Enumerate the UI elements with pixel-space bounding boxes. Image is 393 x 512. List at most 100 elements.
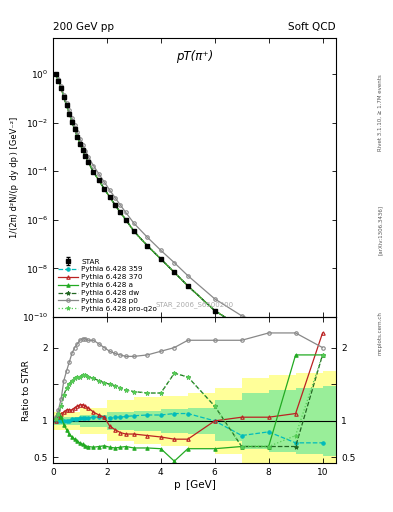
Pythia 6.428 359 xyxy=(266,335,271,342)
Pythia 6.428 dw xyxy=(266,335,271,342)
Pythia 6.428 pro-q2o xyxy=(56,77,61,83)
Pythia 6.428 370 xyxy=(158,256,163,262)
Pythia 6.428 pro-q2o xyxy=(72,126,77,132)
Pythia 6.428 pro-q2o xyxy=(320,357,325,363)
Pythia 6.428 dw xyxy=(80,147,85,153)
Pythia 6.428 pro-q2o xyxy=(61,94,66,100)
Pythia 6.428 p0 xyxy=(266,323,271,329)
Pythia 6.428 a xyxy=(56,77,61,83)
Pythia 6.428 359 xyxy=(72,126,77,132)
Pythia 6.428 a xyxy=(78,141,83,147)
Pythia 6.428 p0 xyxy=(172,260,177,266)
Pythia 6.428 pro-q2o xyxy=(212,308,217,314)
Pythia 6.428 359 xyxy=(53,71,58,77)
Pythia 6.428 pro-q2o xyxy=(113,202,118,208)
Pythia 6.428 a xyxy=(59,86,64,92)
Pythia 6.428 370 xyxy=(102,186,107,192)
Pythia 6.428 370 xyxy=(91,169,96,175)
Pythia 6.428 pro-q2o xyxy=(80,147,85,153)
Pythia 6.428 370 xyxy=(83,153,88,159)
Pythia 6.428 p0 xyxy=(86,154,90,160)
Text: pT(π⁺): pT(π⁺) xyxy=(176,50,213,62)
Pythia 6.428 dw xyxy=(239,325,244,331)
Pythia 6.428 a xyxy=(75,134,80,140)
Pythia 6.428 370 xyxy=(113,202,118,208)
Pythia 6.428 dw xyxy=(83,153,88,159)
Line: Pythia 6.428 359: Pythia 6.428 359 xyxy=(54,73,324,361)
Pythia 6.428 p0 xyxy=(61,92,66,98)
Pythia 6.428 dw xyxy=(320,357,325,363)
Pythia 6.428 p0 xyxy=(113,195,118,201)
Pythia 6.428 370 xyxy=(212,308,217,314)
Pythia 6.428 370 xyxy=(72,126,77,132)
Pythia 6.428 dw xyxy=(145,243,150,249)
Pythia 6.428 359 xyxy=(78,141,83,147)
Line: Pythia 6.428 p0: Pythia 6.428 p0 xyxy=(54,73,324,350)
Pythia 6.428 pro-q2o xyxy=(266,335,271,342)
Pythia 6.428 359 xyxy=(97,177,101,183)
Pythia 6.428 dw xyxy=(97,177,101,183)
Pythia 6.428 dw xyxy=(59,86,64,92)
Pythia 6.428 370 xyxy=(75,134,80,140)
Pythia 6.428 p0 xyxy=(75,130,80,136)
Pythia 6.428 370 xyxy=(64,102,69,109)
Pythia 6.428 370 xyxy=(185,283,190,289)
Pythia 6.428 370 xyxy=(67,111,72,117)
Pythia 6.428 359 xyxy=(64,102,69,109)
Pythia 6.428 359 xyxy=(185,283,190,289)
Pythia 6.428 pro-q2o xyxy=(123,217,128,223)
Pythia 6.428 359 xyxy=(102,186,107,192)
Pythia 6.428 359 xyxy=(123,217,128,223)
Pythia 6.428 p0 xyxy=(239,313,244,319)
Pythia 6.428 359 xyxy=(145,243,150,249)
Pythia 6.428 a xyxy=(113,202,118,208)
Pythia 6.428 370 xyxy=(97,177,101,183)
Pythia 6.428 pro-q2o xyxy=(91,169,96,175)
Pythia 6.428 370 xyxy=(61,94,66,100)
Pythia 6.428 dw xyxy=(64,102,69,109)
Text: mcplots.cern.ch: mcplots.cern.ch xyxy=(378,311,383,355)
Pythia 6.428 359 xyxy=(132,228,136,234)
Pythia 6.428 a xyxy=(107,194,112,200)
Pythia 6.428 pro-q2o xyxy=(102,186,107,192)
Pythia 6.428 dw xyxy=(185,283,190,289)
Pythia 6.428 370 xyxy=(86,159,90,165)
Pythia 6.428 a xyxy=(67,111,72,117)
Pythia 6.428 359 xyxy=(59,86,64,92)
Pythia 6.428 370 xyxy=(56,77,61,83)
Pythia 6.428 dw xyxy=(212,308,217,314)
Pythia 6.428 p0 xyxy=(132,220,136,226)
Pythia 6.428 p0 xyxy=(97,171,101,177)
Pythia 6.428 370 xyxy=(320,357,325,363)
Pythia 6.428 p0 xyxy=(123,209,128,216)
Pythia 6.428 a xyxy=(91,169,96,175)
Pythia 6.428 p0 xyxy=(83,147,88,154)
Text: Soft QCD: Soft QCD xyxy=(288,22,336,32)
Pythia 6.428 a xyxy=(145,243,150,249)
Pythia 6.428 a xyxy=(97,177,101,183)
Pythia 6.428 359 xyxy=(61,94,66,100)
Text: [arXiv:1306.3436]: [arXiv:1306.3436] xyxy=(378,205,383,255)
Pythia 6.428 p0 xyxy=(145,234,150,240)
Pythia 6.428 pro-q2o xyxy=(293,347,298,353)
Pythia 6.428 a xyxy=(320,357,325,363)
Pythia 6.428 a xyxy=(158,256,163,262)
Pythia 6.428 dw xyxy=(132,228,136,234)
Line: Pythia 6.428 a: Pythia 6.428 a xyxy=(54,73,324,361)
Pythia 6.428 370 xyxy=(172,269,177,275)
Line: Pythia 6.428 pro-q2o: Pythia 6.428 pro-q2o xyxy=(54,72,325,362)
Pythia 6.428 a xyxy=(70,119,74,125)
Pythia 6.428 370 xyxy=(239,325,244,331)
Pythia 6.428 a xyxy=(266,335,271,342)
Pythia 6.428 dw xyxy=(70,119,74,125)
Pythia 6.428 dw xyxy=(118,209,123,216)
Pythia 6.428 pro-q2o xyxy=(97,177,101,183)
Pythia 6.428 370 xyxy=(80,147,85,153)
Pythia 6.428 pro-q2o xyxy=(239,325,244,331)
Pythia 6.428 pro-q2o xyxy=(145,243,150,249)
Pythia 6.428 359 xyxy=(113,202,118,208)
Pythia 6.428 pro-q2o xyxy=(132,228,136,234)
Pythia 6.428 a xyxy=(72,126,77,132)
Pythia 6.428 dw xyxy=(53,71,58,77)
Pythia 6.428 pro-q2o xyxy=(64,102,69,109)
